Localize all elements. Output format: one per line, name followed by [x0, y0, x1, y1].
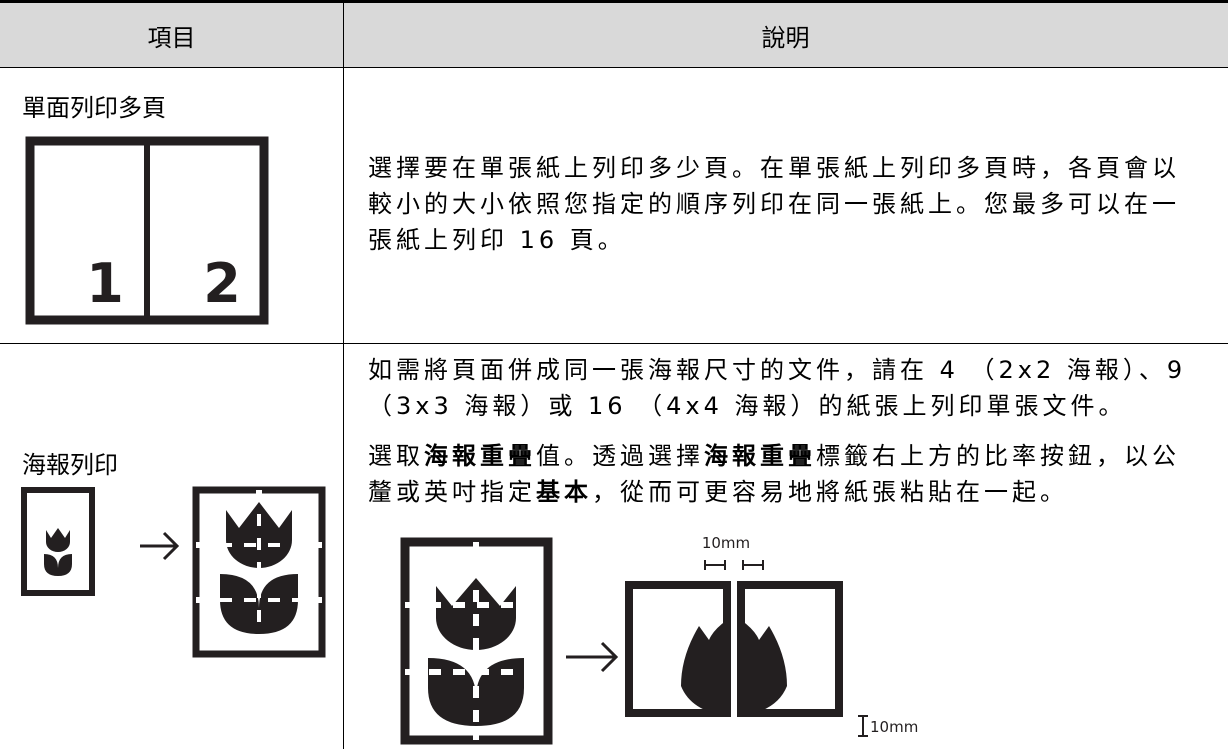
item-name: 單面列印多頁 [22, 94, 166, 122]
description: 如需將頁面併成同一張海報尺寸的文件，請在 4 （2x2 海報）、9（3x3 海報… [368, 352, 1206, 524]
text-run: 值。透過選擇 [536, 442, 704, 470]
text-run: 選取 [368, 442, 424, 470]
paragraph: 如需將頁面併成同一張海報尺寸的文件，請在 4 （2x2 海報）、9（3x3 海報… [368, 352, 1206, 424]
dimension-mark [704, 560, 764, 570]
column-divider [343, 0, 344, 749]
page-number: 1 [86, 252, 124, 315]
bold-text: 海報重疊 [704, 442, 816, 470]
bold-text: 海報重疊 [424, 442, 536, 470]
small-page [21, 487, 95, 596]
dimension-mark [858, 715, 868, 737]
text-run: 標籤右上方的比率按鈕，以公釐或英吋指定 [368, 442, 1180, 506]
tulip [44, 528, 72, 576]
description: 選擇要在單張紙上列印多少頁。在單張紙上列印多頁時，各頁會以較小的大小依照您指定的… [368, 150, 1206, 272]
arrow [566, 641, 619, 673]
dimension-label: 10mm [870, 718, 918, 736]
text-run: ，從而可更容易地將紙張粘貼在一起。 [592, 478, 1068, 506]
header-cell: 說明 [343, 0, 1228, 68]
tulip-half [681, 620, 727, 716]
dimension-label: 10mm [702, 534, 750, 552]
row-divider [0, 343, 1228, 344]
bold-text: 基本 [536, 478, 592, 506]
tulip-half [741, 620, 787, 716]
paragraph: 選取海報重疊值。透過選擇海報重疊標籤右上方的比率按鈕，以公釐或英吋指定基本，從而… [368, 438, 1206, 510]
item-name: 海報列印 [22, 451, 118, 479]
header-cell: 項目 [0, 0, 343, 68]
cut-lines [196, 490, 322, 654]
page-number: 2 [203, 252, 241, 315]
cut-lines [405, 542, 548, 740]
tulip [428, 578, 524, 726]
text-run: 如需將頁面併成同一張海報尺寸的文件，請在 4 （2x2 海報）、9（3x3 海報… [368, 356, 1187, 420]
paragraph: 選擇要在單張紙上列印多少頁。在單張紙上列印多頁時，各頁會以較小的大小依照您指定的… [368, 150, 1206, 258]
arrow [140, 531, 180, 561]
text-run: 選擇要在單張紙上列印多少頁。在單張紙上列印多頁時，各頁會以較小的大小依照您指定的… [368, 154, 1180, 254]
